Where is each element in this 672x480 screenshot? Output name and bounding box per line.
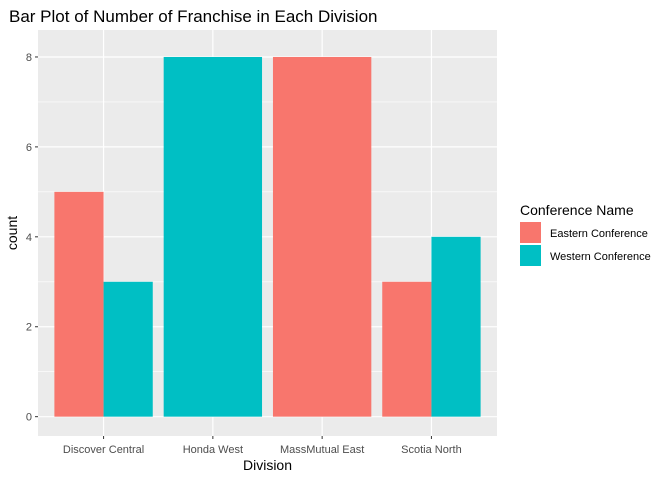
legend-key <box>520 222 541 243</box>
y-tick-label: 4 <box>26 232 32 244</box>
legend-key <box>520 245 541 266</box>
y-tick-label: 2 <box>26 322 32 334</box>
bar-eastern-conference <box>382 281 432 417</box>
x-tick-label: Discover Central <box>63 444 144 456</box>
legend-label: Western Conference <box>550 251 651 263</box>
legend: Conference Name Eastern Conference Wester… <box>520 202 651 266</box>
x-tick-label: Scotia North <box>401 444 462 456</box>
x-axis: Discover Central Honda West MassMutual Eas… <box>63 436 462 456</box>
legend-title: Conference Name <box>520 202 634 218</box>
y-tick-label: 0 <box>26 412 32 424</box>
y-tick-label: 6 <box>26 142 32 154</box>
x-axis-title: Division <box>243 457 292 473</box>
bar-eastern-conference <box>54 191 104 417</box>
y-axis-title: count <box>4 216 20 250</box>
bars <box>54 56 481 417</box>
bar-western-conference <box>163 56 263 417</box>
bar-western-conference <box>431 236 481 417</box>
chart-title: Bar Plot of Number of Franchise in Each … <box>9 7 378 26</box>
x-tick-label: Honda West <box>183 444 243 456</box>
y-tick-label: 8 <box>26 52 32 64</box>
bar-western-conference <box>103 281 153 417</box>
x-tick-label: MassMutual East <box>280 444 364 456</box>
y-axis: 0 2 4 6 8 <box>26 52 38 424</box>
bar-eastern-conference <box>272 56 372 417</box>
legend-label: Eastern Conference <box>550 228 648 240</box>
